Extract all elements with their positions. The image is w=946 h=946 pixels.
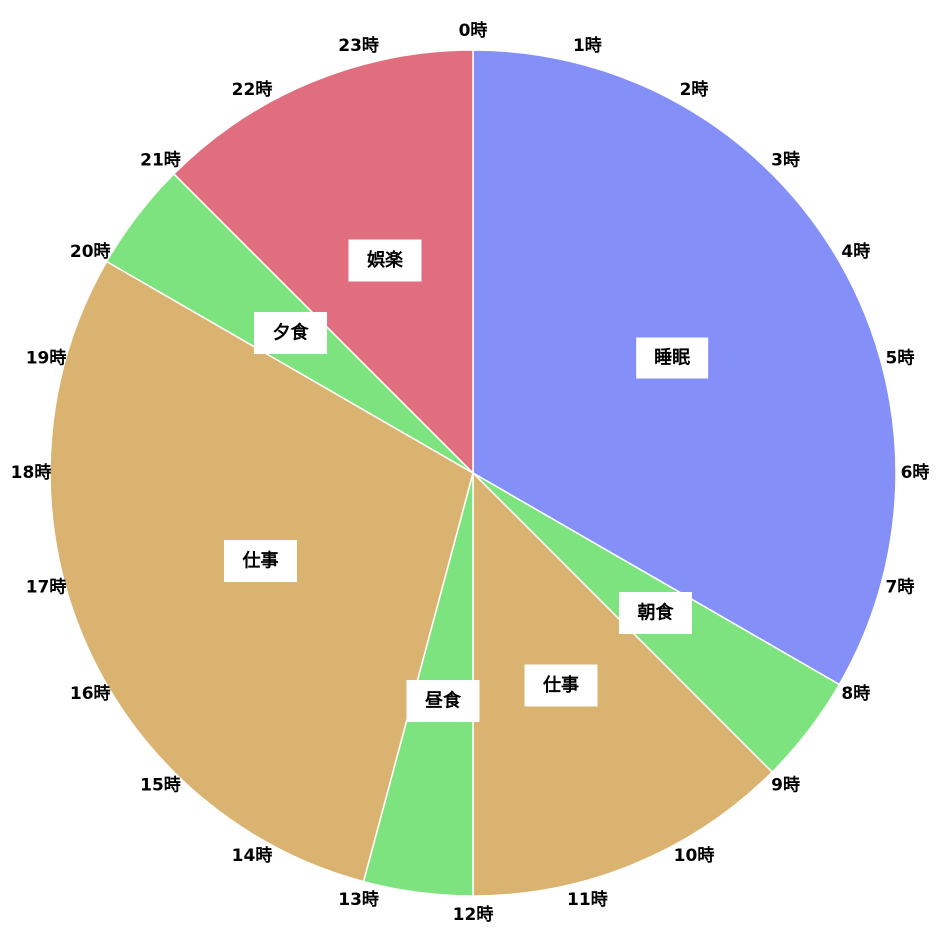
pie-slice [472,471,774,897]
hour-tick-label: 7時 [886,576,915,597]
slice-label-box [224,540,298,583]
slice-label: 睡眠 [636,337,709,379]
slice-label-text: 朝食 [637,602,674,624]
hour-tick-label: 3時 [771,149,800,170]
hour-tick-label: 0時 [459,20,488,41]
slice-label: 昼食 [406,680,480,723]
hour-tick-label: 5時 [886,348,915,369]
hour-tick-label: 23時 [338,35,379,56]
hour-tick-label: 21時 [140,149,181,170]
slices-layer [49,49,897,897]
hour-tick-label: 10時 [674,845,715,866]
slice-label: 仕事 [524,664,598,707]
slice-label: 娯楽 [348,239,422,282]
slice-label-box [406,680,480,723]
slice-label-text: 昼食 [425,690,462,712]
slice-label-text: 夕食 [273,321,310,343]
hour-tick-label: 15時 [140,775,181,796]
hour-tick-label: 19時 [26,348,67,369]
slice-label-text: 仕事 [542,674,579,696]
hour-tick-label: 20時 [70,241,111,262]
hour-tick-label: 14時 [232,845,273,866]
hour-tick-label: 22時 [232,79,273,100]
slice-label-text: 娯楽 [367,249,404,271]
slice-label: 仕事 [224,540,298,583]
slice-label-text: 仕事 [242,550,279,572]
hour-tick-label: 2時 [680,79,709,100]
slice-label-box [636,337,709,379]
hour-tick-label: 17時 [26,576,67,597]
hour-tick-label: 12時 [453,904,494,925]
pie-slice [172,49,474,475]
hour-labels-layer: 0時 1時 2時 3時 4時 5時 6時 7時 8時 9時 10時 11時 12時 13時 14時 15時 16… [11,20,930,925]
slice-label-text: 睡眠 [654,348,690,369]
slice-label-box [254,311,328,354]
hour-tick-label: 8時 [841,683,870,704]
hour-tick-label: 11時 [567,889,608,910]
hour-tick-label: 6時 [901,462,930,483]
hour-tick-label: 1時 [573,35,602,56]
hour-tick-label: 4時 [841,241,870,262]
slice-label-box [618,592,692,635]
hour-tick-label: 13時 [338,889,379,910]
hour-tick-label: 9時 [771,775,800,796]
slice-label-box [348,239,422,282]
slice-label: 朝食 [618,592,692,635]
slice-label: 夕食 [254,311,328,354]
hour-tick-label: 18時 [11,462,52,483]
hour-tick-label: 16時 [70,683,111,704]
slice-label-box [524,664,598,707]
